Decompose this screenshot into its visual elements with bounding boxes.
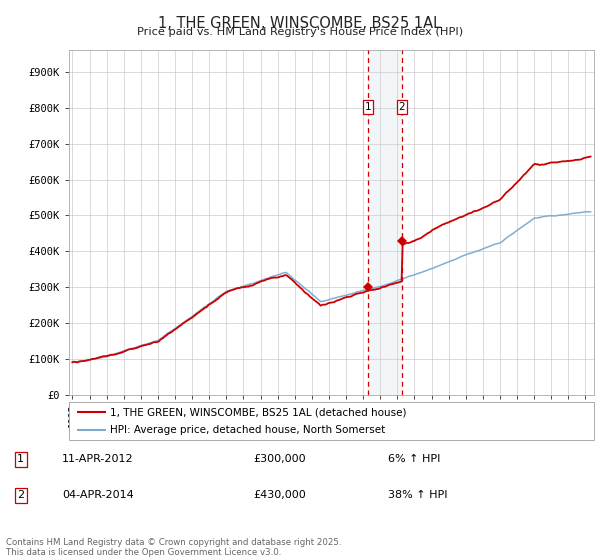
Bar	[368, 50, 402, 395]
Text: 04-APR-2014: 04-APR-2014	[62, 491, 134, 501]
Text: 2: 2	[398, 102, 405, 112]
Text: 2: 2	[17, 491, 24, 501]
Text: Price paid vs. HM Land Registry's House Price Index (HPI): Price paid vs. HM Land Registry's House …	[137, 27, 463, 37]
Text: 38% ↑ HPI: 38% ↑ HPI	[388, 491, 448, 501]
Text: HPI: Average price, detached house, North Somerset: HPI: Average price, detached house, Nort…	[110, 425, 385, 435]
Text: 1, THE GREEN, WINSCOMBE, BS25 1AL (detached house): 1, THE GREEN, WINSCOMBE, BS25 1AL (detac…	[110, 407, 406, 417]
Text: £430,000: £430,000	[253, 491, 306, 501]
Text: 1: 1	[17, 454, 24, 464]
Text: 11-APR-2012: 11-APR-2012	[62, 454, 133, 464]
FancyBboxPatch shape	[69, 402, 594, 440]
Text: 1, THE GREEN, WINSCOMBE, BS25 1AL: 1, THE GREEN, WINSCOMBE, BS25 1AL	[158, 16, 442, 31]
Text: £300,000: £300,000	[253, 454, 305, 464]
Text: 1: 1	[364, 102, 371, 112]
Text: Contains HM Land Registry data © Crown copyright and database right 2025.
This d: Contains HM Land Registry data © Crown c…	[6, 538, 341, 557]
Text: 6% ↑ HPI: 6% ↑ HPI	[388, 454, 440, 464]
